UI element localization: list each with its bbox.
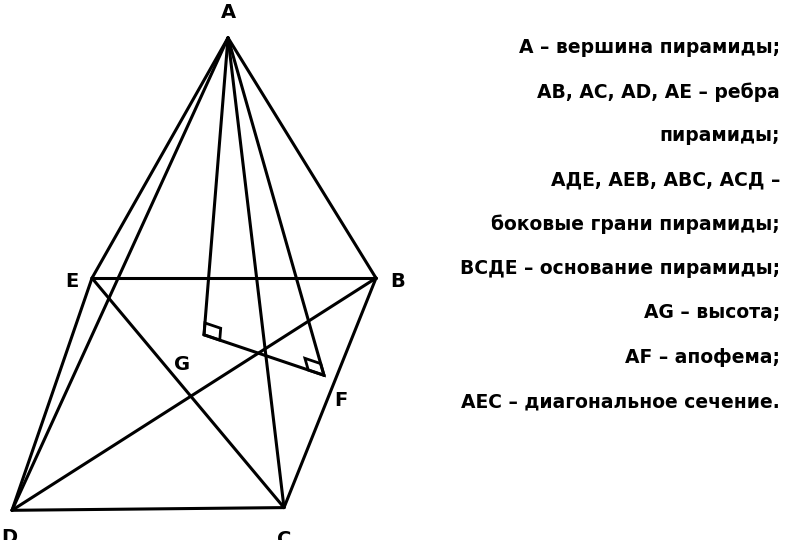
Text: A: A bbox=[221, 3, 235, 22]
Text: АF – апофема;: АF – апофема; bbox=[625, 348, 780, 367]
Text: C: C bbox=[277, 530, 291, 540]
Text: B: B bbox=[390, 272, 405, 292]
Text: АВ, АС, АD, АЕ – ребра: АВ, АС, АD, АЕ – ребра bbox=[538, 82, 780, 102]
Text: D: D bbox=[2, 528, 18, 540]
Text: АДЕ, АЕВ, АВС, АСД –: АДЕ, АЕВ, АВС, АСД – bbox=[550, 171, 780, 190]
Text: F: F bbox=[334, 392, 348, 410]
Text: ВСДЕ – основание пирамиды;: ВСДЕ – основание пирамиды; bbox=[460, 259, 780, 278]
Text: АG – высота;: АG – высота; bbox=[644, 303, 780, 322]
Text: А – вершина пирамиды;: А – вершина пирамиды; bbox=[519, 38, 780, 57]
Text: E: E bbox=[65, 272, 78, 292]
Text: пирамиды;: пирамиды; bbox=[659, 126, 780, 145]
Text: боковые грани пирамиды;: боковые грани пирамиды; bbox=[491, 215, 780, 234]
Text: G: G bbox=[174, 355, 190, 374]
Text: АЕС – диагональное сечение.: АЕС – диагональное сечение. bbox=[462, 392, 780, 411]
